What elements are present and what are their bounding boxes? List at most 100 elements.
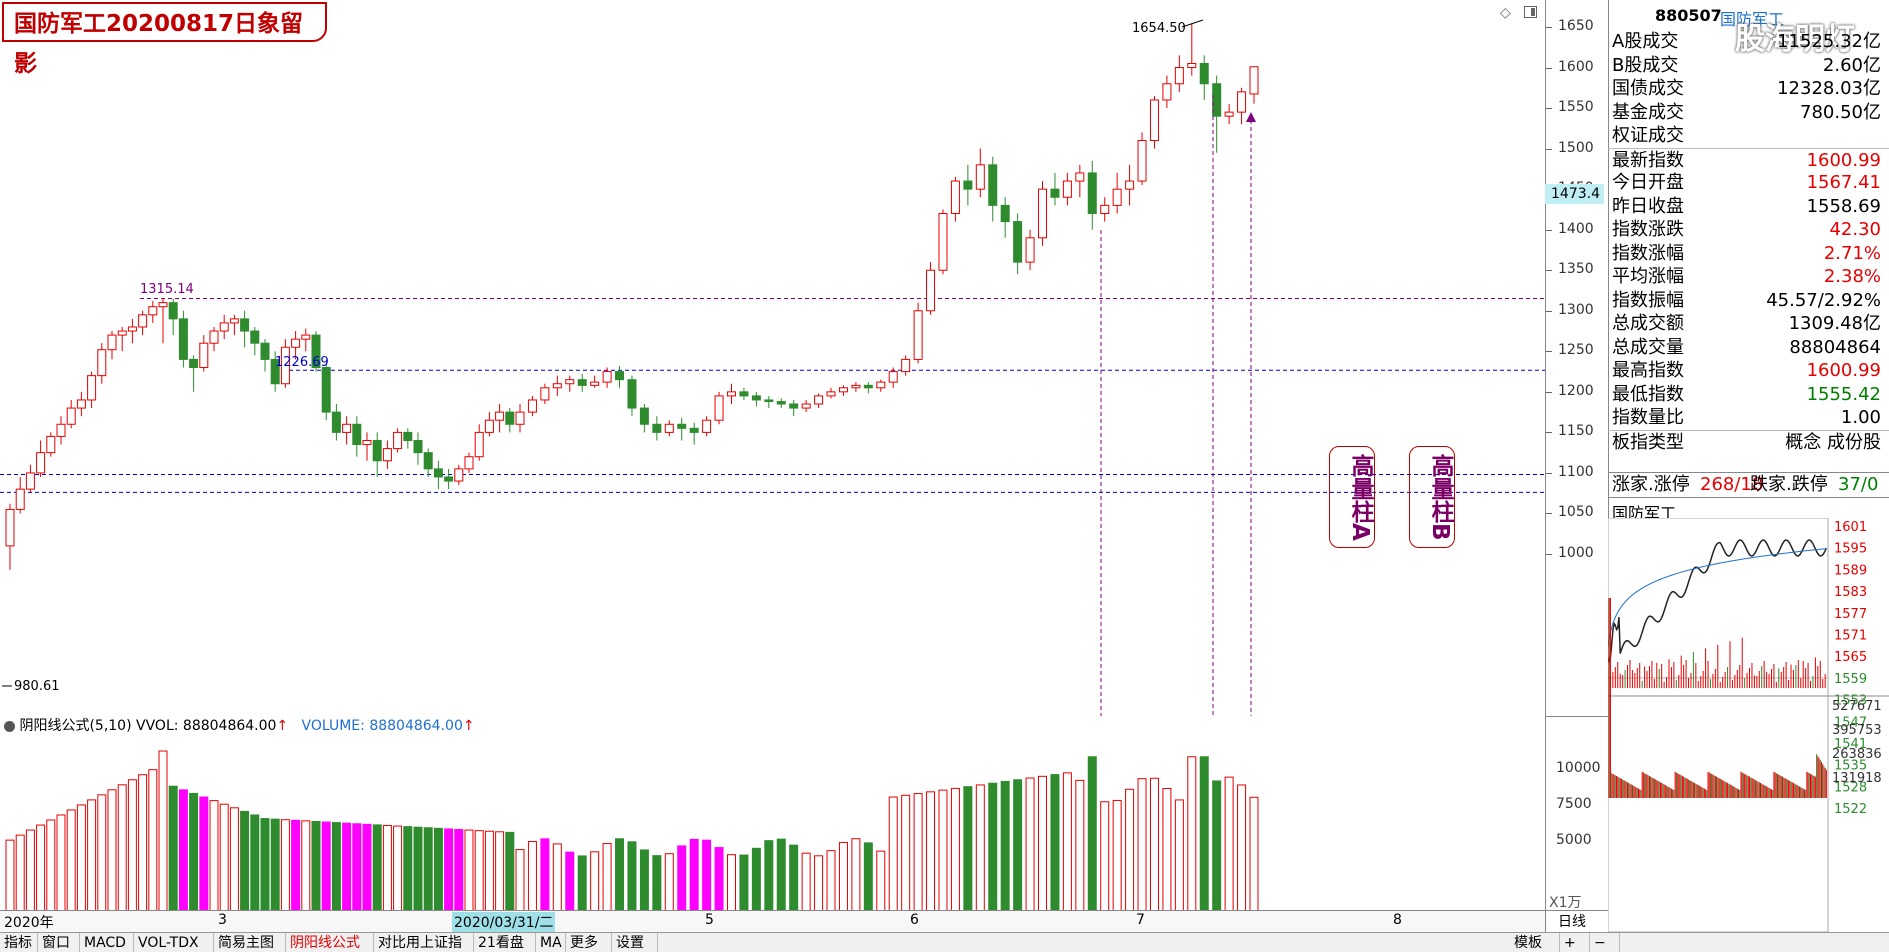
volume-bar (814, 855, 824, 912)
diamond-icon[interactable]: ◇ (1500, 5, 1511, 21)
volume-bar (552, 843, 562, 912)
period-label[interactable]: 日线 (1545, 910, 1608, 932)
mini-price-tick: 1583 (1834, 585, 1867, 600)
volume-bar (639, 849, 649, 912)
volume-bar (464, 829, 474, 912)
price-tick: 1650 (1558, 18, 1594, 34)
toolbar-tab[interactable]: 窗口 (38, 933, 80, 952)
candle-body (117, 330, 127, 336)
candle-body (66, 407, 76, 425)
volume-unit: X1万 (1549, 895, 1582, 911)
mini-volume-tick: 263836 (1832, 747, 1882, 762)
volume-bar (515, 849, 525, 912)
quote-row-value: 1558.69 (1806, 195, 1881, 217)
candle-body (814, 395, 824, 405)
mini-price-tick: 1595 (1834, 542, 1867, 557)
candle-body (107, 334, 117, 351)
quote-row-label: 基金成交 (1612, 101, 1684, 123)
volume-bar (1212, 780, 1222, 912)
mini-volume-tick: 395753 (1832, 723, 1882, 738)
indicator-name: 阴阳线公式(5,10) (19, 718, 132, 734)
candle-body (950, 180, 960, 214)
price-tick-mark (1546, 310, 1552, 312)
volume-chart[interactable] (0, 716, 1545, 912)
toolbar-tab[interactable]: 阴阳线公式 (286, 933, 374, 952)
quote-row-label: 昨日收盘 (1612, 195, 1684, 217)
candle-body (148, 306, 158, 316)
candle-body (901, 358, 911, 373)
candle-body (464, 456, 474, 470)
volume-bar (117, 784, 127, 912)
candle-body (158, 302, 168, 308)
x-label-7: 7 (1136, 912, 1145, 928)
candle-body (615, 371, 625, 381)
template-button[interactable]: 模板 (1510, 933, 1560, 952)
candle-body (362, 439, 372, 446)
quote-row-label: 平均涨幅 (1612, 266, 1684, 287)
candle-body (138, 314, 148, 328)
candle-body (938, 212, 948, 271)
candle-body (1237, 91, 1247, 113)
toolbar-tab[interactable]: 简易主图 (214, 933, 286, 952)
volume-bar (66, 809, 76, 912)
candle-body (1224, 111, 1234, 117)
window-toggle-icon[interactable] (1524, 6, 1537, 18)
volume-bar (1075, 779, 1085, 912)
mini-volume-tick: 131918 (1832, 771, 1882, 786)
toolbar-tab[interactable]: VOL-TDX (134, 933, 214, 952)
toolbar-tab[interactable]: 更多 (566, 933, 612, 952)
zoom-in-button[interactable]: + (1560, 933, 1590, 952)
volume-bar (1174, 799, 1184, 912)
toolbar-tab[interactable]: MA (536, 933, 566, 952)
quote-row: 昨日收盘 1558.69 (1608, 195, 1889, 219)
indicator-menu-icon[interactable] (4, 720, 15, 732)
volume-bar (677, 845, 687, 912)
volume-bar (138, 774, 148, 912)
candle-body (413, 439, 423, 454)
intraday-mini-chart[interactable]: 1601 1595 1589 1583 1577 1571 1565 1559 1553 1547… (1608, 518, 1889, 932)
volume-bar (1187, 756, 1197, 912)
candle-body (1050, 188, 1060, 198)
candlestick-chart[interactable]: 1654.50 980.61 1315.14 1226.69 (0, 0, 1545, 716)
quote-row-label: 指数涨幅 (1612, 242, 1684, 264)
volume-bar (168, 785, 178, 912)
volume-bar (714, 847, 724, 912)
toolbar-tab[interactable]: 指标 (0, 933, 38, 952)
price-tick-mark (1546, 472, 1552, 474)
volume-bar (229, 807, 239, 912)
volume-bar (1062, 772, 1072, 912)
candle-body (382, 448, 392, 462)
candle-body (726, 391, 736, 397)
quote-row-value: 1600.99 (1806, 360, 1881, 381)
index-name[interactable]: 国防军工 (1720, 10, 1785, 29)
candle-body (1137, 140, 1147, 182)
vvol-value: VVOL: 88804864.00 (136, 718, 277, 734)
candle-body (46, 435, 56, 454)
volume-bar (5, 839, 15, 912)
mini-price-tick: 1547 (1834, 715, 1867, 730)
candle-body (702, 419, 712, 433)
candle-body (789, 403, 799, 409)
volume-bar (280, 819, 290, 912)
toolbar-tab[interactable]: MACD (80, 933, 134, 952)
price-tick: 1100 (1558, 463, 1594, 480)
quote-row-label: 国债成交 (1612, 78, 1684, 99)
candle-body (627, 379, 637, 409)
quote-row-value: 42.30 (1829, 219, 1881, 240)
volume-bar (270, 818, 280, 912)
volume-bar (148, 769, 158, 912)
candle-body (189, 358, 199, 369)
quote-row-label: 最新指数 (1612, 149, 1684, 171)
volume-axis: 10000 7500 5000 (1545, 716, 1609, 913)
quote-row-label: B股成交 (1612, 54, 1679, 76)
volume-bar (189, 792, 199, 912)
quote-row-value: 45.57/2.92% (1766, 289, 1881, 311)
quote-row: 最新指数 1600.99 (1608, 147, 1889, 173)
zoom-out-button[interactable]: − (1590, 933, 1620, 952)
toolbar-tab[interactable]: 21看盘 (474, 933, 536, 952)
toolbar-tab[interactable]: 设置 (612, 933, 658, 952)
x-label-3: 3 (218, 912, 227, 928)
candle-body (178, 318, 188, 360)
toolbar-tab[interactable]: 对比用上证指 (374, 933, 474, 952)
candle-body (1199, 62, 1209, 85)
